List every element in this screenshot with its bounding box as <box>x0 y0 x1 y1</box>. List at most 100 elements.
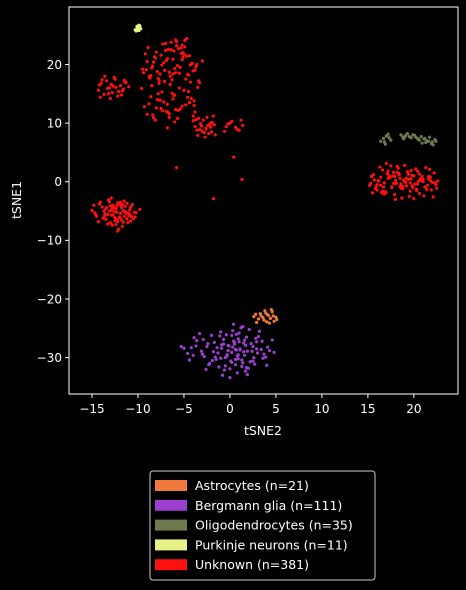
data-point <box>232 155 236 159</box>
data-point <box>261 316 265 320</box>
data-point <box>259 347 263 352</box>
data-point <box>145 112 149 116</box>
x-tick-label: −10 <box>125 402 150 416</box>
data-point <box>151 113 155 117</box>
data-point <box>152 60 156 64</box>
data-point <box>403 133 408 138</box>
data-point <box>100 78 104 82</box>
data-point <box>266 345 270 349</box>
data-point <box>218 334 222 338</box>
data-point <box>215 346 219 350</box>
data-point <box>235 127 239 132</box>
legend-label: Purkinje neurons (n=11) <box>195 537 348 552</box>
data-point <box>160 90 164 94</box>
data-point <box>209 125 213 129</box>
data-point <box>96 220 101 224</box>
data-point <box>243 338 247 342</box>
data-point <box>389 164 393 168</box>
data-point <box>230 333 234 337</box>
data-point <box>157 78 161 82</box>
data-point <box>170 91 174 95</box>
data-point <box>239 118 243 122</box>
data-point <box>129 205 133 209</box>
data-point <box>431 195 435 199</box>
data-point <box>203 135 207 139</box>
data-point <box>240 177 244 181</box>
data-point <box>227 344 231 348</box>
y-tick-label: −10 <box>37 234 62 248</box>
legend: Astrocytes (n=21) Bergmann glia (n=111) Ol… <box>149 470 376 581</box>
data-point <box>390 185 394 189</box>
data-point <box>221 342 226 346</box>
data-point <box>256 317 261 321</box>
data-point <box>399 133 403 137</box>
y-tick-label: 10 <box>47 116 62 130</box>
data-point <box>199 124 204 128</box>
data-point <box>184 103 188 107</box>
data-point <box>398 176 402 180</box>
data-point <box>223 364 227 368</box>
data-point <box>219 356 223 360</box>
data-point <box>154 106 158 110</box>
data-point <box>105 79 109 83</box>
data-point <box>387 136 391 140</box>
data-point <box>201 337 205 342</box>
data-point <box>185 54 189 58</box>
data-point <box>122 199 126 203</box>
data-point <box>205 115 209 119</box>
data-point <box>249 341 253 346</box>
data-point <box>231 345 235 349</box>
data-point <box>381 185 386 189</box>
points-layer <box>90 23 440 380</box>
data-point <box>167 115 171 119</box>
data-point <box>411 186 415 190</box>
data-point <box>241 123 245 128</box>
data-point <box>163 68 167 72</box>
data-point <box>118 200 123 204</box>
data-point <box>233 363 238 367</box>
data-point <box>129 214 134 218</box>
data-point <box>169 40 173 44</box>
data-point <box>422 194 426 198</box>
data-point <box>417 172 421 176</box>
data-point <box>416 179 421 183</box>
data-point <box>225 353 229 357</box>
data-point <box>220 373 225 377</box>
data-point <box>103 74 107 78</box>
data-point <box>255 320 259 325</box>
data-point <box>379 175 383 179</box>
data-point <box>436 179 440 183</box>
data-point <box>182 88 186 92</box>
data-point <box>193 125 197 129</box>
data-point <box>172 49 176 53</box>
data-point <box>257 329 261 333</box>
data-point <box>395 164 399 169</box>
data-point <box>200 129 204 133</box>
data-point <box>209 130 214 134</box>
data-point <box>116 229 120 233</box>
data-point <box>415 182 420 186</box>
data-point <box>256 334 261 339</box>
x-tick-label: 5 <box>272 402 280 416</box>
data-point <box>245 373 250 377</box>
data-point <box>144 68 148 72</box>
data-point <box>188 63 192 67</box>
data-point <box>173 66 177 71</box>
data-point <box>414 167 418 171</box>
data-point <box>255 351 260 355</box>
data-point <box>241 324 245 329</box>
data-point <box>200 352 204 356</box>
data-point <box>157 81 161 85</box>
data-point <box>171 97 175 101</box>
data-point <box>211 197 215 201</box>
data-point <box>255 340 259 344</box>
data-point <box>235 371 239 375</box>
data-point <box>382 140 387 144</box>
data-point <box>118 211 123 215</box>
data-point <box>161 109 165 113</box>
data-point <box>228 367 232 371</box>
data-point <box>104 217 108 221</box>
data-point <box>146 45 150 50</box>
data-point <box>426 174 431 179</box>
data-point <box>191 353 195 357</box>
